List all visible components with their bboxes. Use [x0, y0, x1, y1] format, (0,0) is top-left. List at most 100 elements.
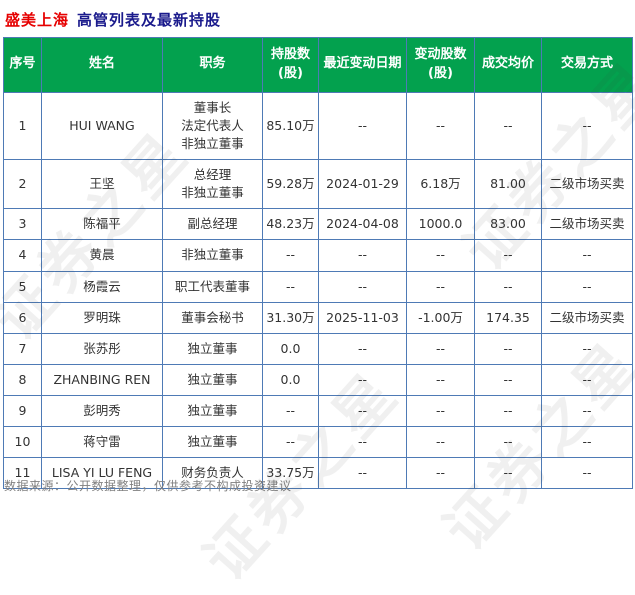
cell-change: --	[406, 426, 475, 459]
cell-date: --	[318, 91, 407, 161]
cell-position: 独立董事	[162, 426, 263, 459]
cell-position: 非独立董事	[162, 239, 263, 272]
cell-no: 9	[3, 395, 42, 428]
table-header-row: 序号 姓名 职务 持股数 (股) 最近变动日期 变动股数 (股) 成交均价 交易方式	[3, 37, 633, 93]
cell-shares: 0.0	[262, 363, 319, 397]
column-header: 序号	[3, 37, 42, 93]
cell-date: --	[318, 270, 407, 303]
cell-date: --	[318, 395, 407, 428]
cell-no: 8	[3, 363, 42, 397]
cell-name: HUI WANG	[41, 91, 163, 161]
cell-method: 二级市场买卖	[541, 301, 633, 334]
cell-change: --	[406, 395, 475, 428]
company-name: 盛美上海	[5, 11, 70, 29]
column-header: 最近变动日期	[318, 37, 407, 93]
table-row: 5 杨霞云 职工代表董事 -- -- -- -- --	[3, 270, 633, 303]
cell-change: 1000.0	[406, 208, 475, 241]
page-title: 盛美上海 高管列表及最新持股	[0, 0, 635, 37]
column-header: 成交均价	[474, 37, 542, 93]
cell-date: --	[318, 457, 407, 490]
cell-method: --	[541, 239, 633, 272]
column-header: 交易方式	[541, 37, 633, 93]
cell-change: --	[406, 91, 475, 161]
column-header: 持股数 (股)	[262, 37, 319, 93]
cell-position: 总经理 非独立董事	[162, 159, 263, 210]
cell-name: 彭明秀	[41, 395, 163, 428]
data-source-note: 数据来源：公开数据整理，仅供参考不构成投资建议	[4, 479, 292, 493]
cell-method: --	[541, 363, 633, 397]
cell-name: ZHANBING REN	[41, 363, 163, 397]
cell-change: 6.18万	[406, 159, 475, 210]
cell-name: 蒋守雷	[41, 426, 163, 459]
cell-method: --	[541, 332, 633, 365]
cell-price: --	[474, 239, 542, 272]
cell-no: 2	[3, 159, 42, 210]
cell-position: 独立董事	[162, 332, 263, 365]
cell-shares: --	[262, 395, 319, 428]
table-row: 1 HUI WANG 董事长 法定代表人 非独立董事 85.10万 -- -- -- --	[3, 91, 633, 161]
cell-position: 董事会秘书	[162, 301, 263, 334]
table-row: 3 陈福平 副总经理 48.23万 2024-04-08 1000.0 83.00 二级市场买…	[3, 208, 633, 241]
table-row: 4 黄晨 非独立董事 -- -- -- -- --	[3, 239, 633, 272]
cell-price: --	[474, 457, 542, 490]
cell-shares: --	[262, 270, 319, 303]
cell-price: 83.00	[474, 208, 542, 241]
cell-name: 罗明珠	[41, 301, 163, 334]
table-body: 1 HUI WANG 董事长 法定代表人 非独立董事 85.10万 -- -- -- -- 2 王…	[3, 91, 633, 490]
cell-price: --	[474, 270, 542, 303]
cell-no: 6	[3, 301, 42, 334]
cell-method: --	[541, 457, 633, 490]
cell-price: --	[474, 426, 542, 459]
cell-change: -1.00万	[406, 301, 475, 334]
cell-name: 陈福平	[41, 208, 163, 241]
cell-change: --	[406, 270, 475, 303]
cell-date: 2024-04-08	[318, 208, 407, 241]
cell-price: --	[474, 332, 542, 365]
cell-method: --	[541, 426, 633, 459]
column-header: 职务	[162, 37, 263, 93]
cell-no: 11	[3, 457, 42, 490]
cell-no: 5	[3, 270, 42, 303]
cell-price: --	[474, 91, 542, 161]
cell-position: 董事长 法定代表人 非独立董事	[162, 91, 263, 161]
table-row: 11 LISA YI LU FENG 财务负责人 33.75万 -- -- -- --	[3, 457, 633, 490]
executives-table: 序号 姓名 职务 持股数 (股) 最近变动日期 变动股数 (股) 成交均价 交易方式 1 HUI…	[3, 37, 633, 490]
table-row: 9 彭明秀 独立董事 -- -- -- -- --	[3, 395, 633, 428]
table-row: 2 王坚 总经理 非独立董事 59.28万 2024-01-29 6.18万 81.00 二级…	[3, 159, 633, 210]
cell-method: 二级市场买卖	[541, 208, 633, 241]
cell-date: --	[318, 363, 407, 397]
cell-name: 杨霞云	[41, 270, 163, 303]
cell-no: 10	[3, 426, 42, 459]
cell-change: --	[406, 457, 475, 490]
cell-change: --	[406, 239, 475, 272]
cell-change: --	[406, 363, 475, 397]
cell-change: --	[406, 332, 475, 365]
cell-shares: --	[262, 239, 319, 272]
cell-price: --	[474, 395, 542, 428]
cell-price: --	[474, 363, 542, 397]
cell-position: 职工代表董事	[162, 270, 263, 303]
table-row: 7 张苏彤 独立董事 0.0 -- -- -- --	[3, 332, 633, 365]
cell-position: 副总经理	[162, 208, 263, 241]
cell-shares: 85.10万	[262, 91, 319, 161]
cell-price: 174.35	[474, 301, 542, 334]
cell-date: --	[318, 332, 407, 365]
cell-position: 独立董事	[162, 395, 263, 428]
cell-shares: 33.75万	[262, 457, 319, 490]
cell-no: 4	[3, 239, 42, 272]
cell-name: 王坚	[41, 159, 163, 210]
column-header: 姓名	[41, 37, 163, 93]
cell-name: 黄晨	[41, 239, 163, 272]
cell-no: 3	[3, 208, 42, 241]
cell-method: 二级市场买卖	[541, 159, 633, 210]
cell-no: 1	[3, 91, 42, 161]
cell-method: --	[541, 270, 633, 303]
title-text: 高管列表及最新持股	[77, 11, 222, 29]
cell-position: 独立董事	[162, 363, 263, 397]
cell-position: 财务负责人	[162, 457, 263, 490]
cell-method: --	[541, 395, 633, 428]
cell-date: --	[318, 426, 407, 459]
table-row: 10 蒋守雷 独立董事 -- -- -- -- --	[3, 426, 633, 459]
cell-shares: 0.0	[262, 332, 319, 365]
cell-shares: --	[262, 426, 319, 459]
